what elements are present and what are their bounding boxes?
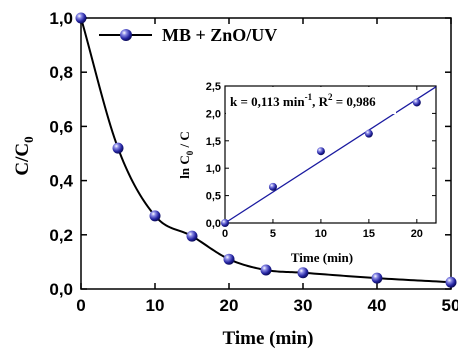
main-y-axis-title: C/C0 xyxy=(12,136,36,175)
inset-data-point xyxy=(268,182,277,191)
main-data-point xyxy=(260,264,272,276)
inset-x-tick-label: 0 xyxy=(222,228,228,240)
main-x-tick-label: 10 xyxy=(146,296,165,315)
main-x-tick-label: 20 xyxy=(220,296,239,315)
annotation-k: k = 0,113 min xyxy=(230,94,305,109)
inset-y-tick-label: 2,5 xyxy=(206,81,221,93)
main-data-point xyxy=(445,276,457,288)
inset-y-tick-label: 2,0 xyxy=(206,108,221,120)
inset-y-axis-title-main: ln C xyxy=(177,155,192,178)
main-x-tick-label: 50 xyxy=(442,296,458,315)
inset-x-tick-labels: 0 5 10 15 20 xyxy=(222,228,423,240)
main-data-point xyxy=(223,253,235,265)
main-data-point xyxy=(371,272,383,284)
main-data-point xyxy=(149,210,161,222)
inset-y-tick-label: 0,0 xyxy=(206,218,221,230)
inset-x-axis-title: Time (min) xyxy=(291,250,353,265)
inset-annotation-box xyxy=(226,87,396,114)
inset-x-tick-label: 5 xyxy=(270,228,276,240)
inset-data-point xyxy=(221,219,229,227)
main-plot-frame xyxy=(80,17,452,290)
inset-data-point xyxy=(364,129,373,138)
main-y-axis-title-sub: 0 xyxy=(21,136,36,143)
main-x-axis-title: Time (min) xyxy=(223,328,314,349)
main-data-points xyxy=(75,12,457,288)
inset-data-points xyxy=(221,98,421,227)
inset-y-tick-label: 1,5 xyxy=(206,136,221,148)
main-x-tick-label: 0 xyxy=(76,296,85,315)
inset-y-tick-label: 1,0 xyxy=(206,163,221,175)
inset-x-tick-label: 15 xyxy=(363,228,375,240)
main-y-tick-label: 1,0 xyxy=(49,9,73,28)
main-y-tick-labels: 0,0 0,2 0,4 0,6 0,8 1,0 xyxy=(49,9,73,299)
inset-fit-line xyxy=(224,86,437,224)
main-data-point xyxy=(186,230,198,242)
annotation-k-exp: -1 xyxy=(305,92,313,102)
inset-y-axis-title: ln C0 / C xyxy=(177,131,195,178)
legend: MB + ZnO/UV xyxy=(99,25,277,45)
main-y-tick-label: 0,0 xyxy=(49,280,73,299)
inset-y-tick-label: 0,5 xyxy=(206,191,221,203)
inset-y-tick-labels: 0,0 0,5 1,0 1,5 2,0 2,5 xyxy=(206,81,221,230)
main-data-point xyxy=(75,12,87,24)
legend-label: MB + ZnO/UV xyxy=(162,25,277,45)
main-y-tick-label: 0,6 xyxy=(49,117,73,136)
annotation-r-value: = 0,986 xyxy=(332,94,376,109)
main-x-tick-labels: 0 10 20 30 40 50 xyxy=(76,296,458,315)
main-axis-ticks xyxy=(80,17,452,290)
main-data-point xyxy=(297,267,309,279)
main-data-point xyxy=(112,142,124,154)
inset-y-axis-title-tail: / C xyxy=(177,131,192,151)
main-x-tick-label: 30 xyxy=(294,296,313,315)
annotation-r-exp: 2 xyxy=(328,92,333,102)
main-x-tick-label: 40 xyxy=(368,296,387,315)
main-y-tick-label: 0,8 xyxy=(49,63,73,82)
annotation-r: , R xyxy=(312,94,329,109)
inset-x-tick-label: 20 xyxy=(411,228,423,240)
main-y-tick-label: 0,2 xyxy=(49,226,73,245)
inset-x-tick-label: 10 xyxy=(315,228,327,240)
legend-marker xyxy=(120,29,132,41)
inset-y-axis-title-sub: 0 xyxy=(185,150,195,155)
inset-data-point xyxy=(412,98,421,107)
main-y-tick-label: 0,4 xyxy=(49,172,73,191)
inset-data-point xyxy=(316,147,325,156)
main-y-axis-title-main: C/C xyxy=(12,143,33,176)
inset-annotation: k = 0,113 min-1, R2 = 0,986 xyxy=(230,92,376,109)
